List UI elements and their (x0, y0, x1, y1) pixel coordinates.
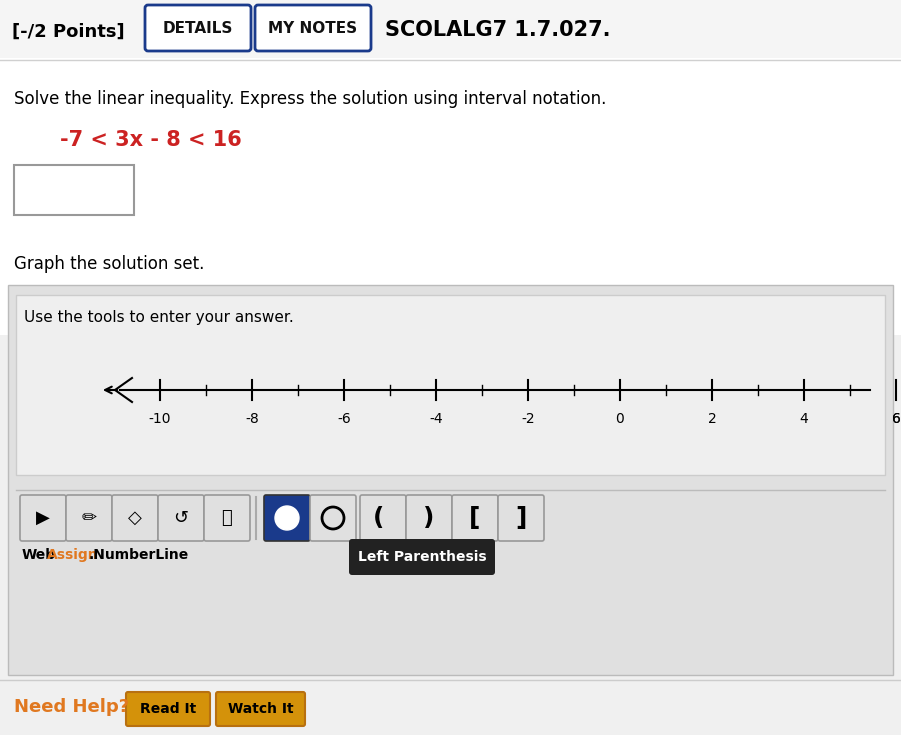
Text: SCOLALG7 1.7.027.: SCOLALG7 1.7.027. (385, 20, 611, 40)
Text: MY NOTES: MY NOTES (268, 21, 358, 35)
FancyBboxPatch shape (8, 285, 893, 675)
FancyBboxPatch shape (0, 0, 901, 58)
FancyBboxPatch shape (406, 495, 452, 541)
Text: Watch It: Watch It (228, 702, 294, 716)
Text: -2: -2 (521, 412, 535, 426)
Text: Use the tools to enter your answer.: Use the tools to enter your answer. (24, 310, 294, 325)
Text: Solve the linear inequality. Express the solution using interval notation.: Solve the linear inequality. Express the… (14, 90, 606, 108)
Text: ↺: ↺ (173, 509, 188, 527)
FancyBboxPatch shape (0, 0, 901, 335)
FancyBboxPatch shape (126, 692, 210, 726)
Text: Web: Web (22, 548, 56, 562)
FancyBboxPatch shape (264, 495, 310, 541)
Text: .NumberLine: .NumberLine (89, 548, 189, 562)
FancyBboxPatch shape (14, 165, 134, 215)
FancyBboxPatch shape (360, 495, 406, 541)
Text: 4: 4 (799, 412, 808, 426)
Text: 6: 6 (892, 412, 900, 426)
Text: 6: 6 (892, 412, 900, 426)
Text: -7 < 3x - 8 < 16: -7 < 3x - 8 < 16 (60, 130, 241, 150)
FancyBboxPatch shape (216, 692, 305, 726)
FancyBboxPatch shape (204, 495, 250, 541)
Text: -4: -4 (429, 412, 442, 426)
Text: -8: -8 (245, 412, 259, 426)
Text: Read It: Read It (140, 702, 196, 716)
Text: (: ( (373, 506, 385, 530)
Text: [-/2 Points]: [-/2 Points] (12, 23, 124, 41)
Text: 2: 2 (707, 412, 716, 426)
FancyBboxPatch shape (498, 495, 544, 541)
FancyBboxPatch shape (20, 495, 66, 541)
Text: ✏: ✏ (81, 509, 96, 527)
FancyBboxPatch shape (145, 5, 251, 51)
FancyBboxPatch shape (112, 495, 158, 541)
FancyBboxPatch shape (310, 495, 356, 541)
FancyBboxPatch shape (16, 295, 885, 475)
Text: 🗑: 🗑 (222, 509, 232, 527)
Text: DETAILS: DETAILS (163, 21, 233, 35)
Text: 0: 0 (615, 412, 624, 426)
FancyBboxPatch shape (255, 5, 371, 51)
Text: Assign: Assign (47, 548, 98, 562)
FancyBboxPatch shape (158, 495, 204, 541)
FancyBboxPatch shape (349, 539, 495, 575)
Text: ▶: ▶ (36, 509, 50, 527)
FancyBboxPatch shape (452, 495, 498, 541)
FancyBboxPatch shape (66, 495, 112, 541)
Text: Graph the solution set.: Graph the solution set. (14, 255, 205, 273)
Circle shape (275, 506, 299, 530)
Text: ◇: ◇ (128, 509, 142, 527)
Text: -10: -10 (149, 412, 171, 426)
Text: ]: ] (515, 506, 527, 530)
Text: [: [ (469, 506, 481, 530)
Text: -6: -6 (337, 412, 350, 426)
Text: Left Parenthesis: Left Parenthesis (358, 550, 487, 564)
Text: Need Help?: Need Help? (14, 698, 129, 716)
Text: ): ) (423, 506, 434, 530)
